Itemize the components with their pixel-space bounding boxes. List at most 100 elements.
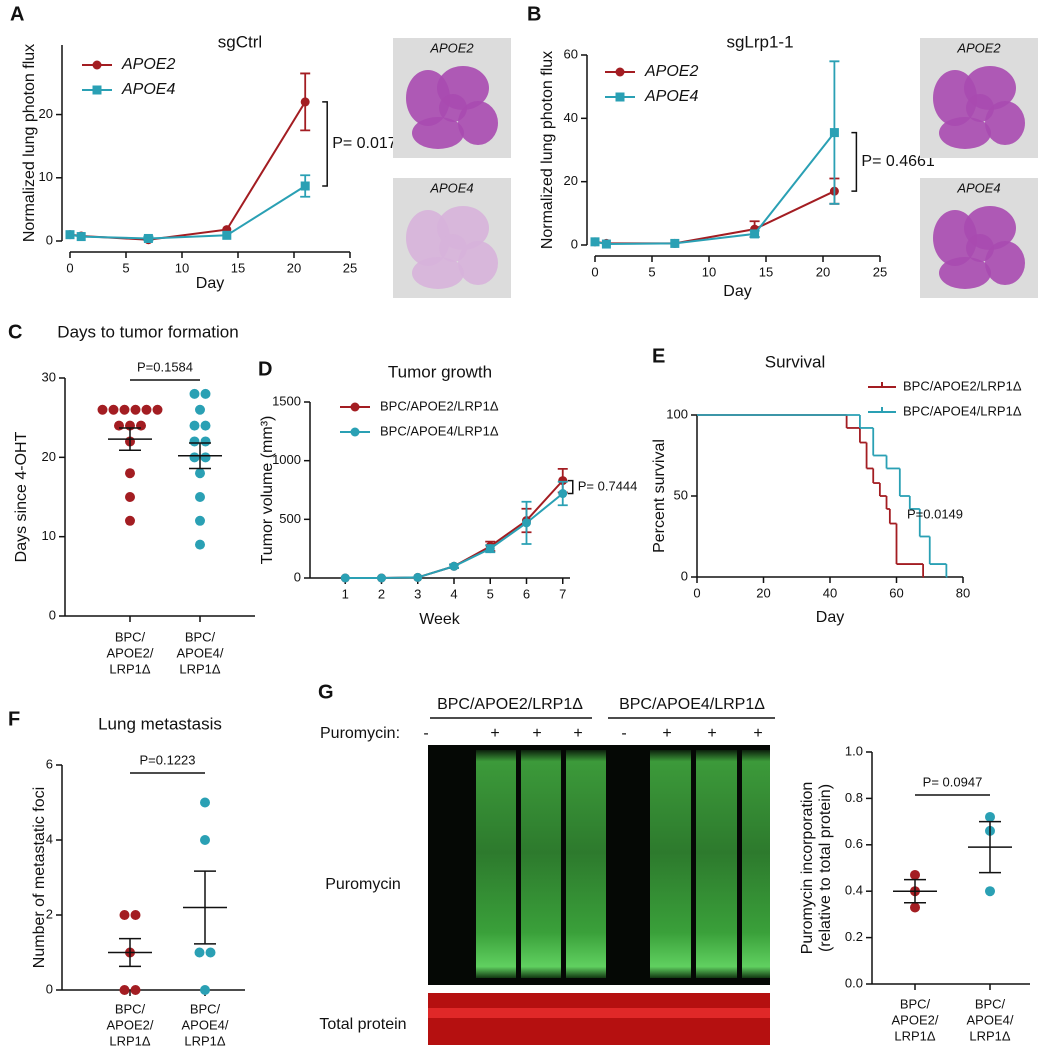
x-tick-label: 5 xyxy=(122,260,129,275)
data-point xyxy=(195,492,205,502)
blot-lane xyxy=(566,750,606,978)
y-tick-label: 0.4 xyxy=(845,883,863,898)
marker xyxy=(143,233,153,243)
y-tick-label: 0 xyxy=(294,569,301,584)
y-axis-label: Normalized lung photon flux xyxy=(539,51,556,249)
data-point xyxy=(985,811,995,822)
data-point xyxy=(200,388,211,399)
chart-title: Tumor growth xyxy=(388,362,492,381)
chart-title: Days to tumor formation xyxy=(57,322,238,341)
blot-lane xyxy=(476,750,516,978)
y-tick-label: 0 xyxy=(46,232,53,247)
p-value: P= 0.0172 xyxy=(332,135,406,152)
data-point xyxy=(194,947,205,958)
p-value: P=0.0149 xyxy=(907,506,963,521)
legend-label: BPC/APOE4/LRP1Δ xyxy=(903,403,1022,418)
marker xyxy=(76,232,86,242)
legend-label: BPC/APOE4/LRP1Δ xyxy=(380,423,499,438)
x-tick-label: BPC/ xyxy=(115,1001,146,1016)
legend-marker xyxy=(350,402,360,412)
x-tick-label: 4 xyxy=(450,586,457,601)
lane-sign: + xyxy=(532,725,541,742)
x-tick-label: APOE4/ xyxy=(182,1017,229,1032)
significance-bracket xyxy=(322,101,328,187)
y-tick-label: 0 xyxy=(571,236,578,251)
p-value: P= 0.0947 xyxy=(923,774,983,789)
tissue xyxy=(412,117,464,149)
y-tick-label: 40 xyxy=(564,110,578,125)
legend-marker xyxy=(92,85,102,95)
marker xyxy=(829,128,839,138)
tissue xyxy=(439,234,467,262)
lane-sign: + xyxy=(490,725,499,742)
sem-bar xyxy=(904,878,926,904)
data-point xyxy=(189,388,200,399)
blot-lane xyxy=(521,750,561,978)
tissue xyxy=(985,101,1025,145)
marker xyxy=(413,572,423,582)
y-tick-label: 4 xyxy=(46,831,53,846)
x-tick-label: 80 xyxy=(956,585,970,600)
blot-total-protein xyxy=(428,993,770,1045)
sem-bar xyxy=(979,820,1001,874)
data-point xyxy=(125,515,135,526)
y-tick-label: 20 xyxy=(42,449,56,464)
y-tick-label: 0.8 xyxy=(845,790,863,805)
y-tick-label: 50 xyxy=(674,487,688,502)
p-value: P=0.1223 xyxy=(139,752,195,767)
chart-title: Survival xyxy=(765,352,825,371)
data-point xyxy=(200,436,211,447)
tissue xyxy=(412,257,464,289)
sem-bar xyxy=(119,937,141,968)
x-tick-label: 20 xyxy=(287,260,301,275)
data-point xyxy=(200,420,211,431)
marker xyxy=(670,238,680,248)
x-tick-label: 0 xyxy=(66,260,73,275)
x-axis-label: Week xyxy=(419,611,461,628)
marker xyxy=(558,489,568,499)
image-label: APOE4 xyxy=(956,180,1000,195)
y-tick-label: 0 xyxy=(46,981,53,996)
data-point xyxy=(195,404,205,415)
data-point xyxy=(195,539,205,550)
p-value: P= 0.7444 xyxy=(578,479,638,494)
marker xyxy=(750,229,760,239)
legend-line xyxy=(868,382,896,388)
data-point xyxy=(189,436,200,447)
image-label: APOE2 xyxy=(429,40,474,55)
legend-label: BPC/APOE2/LRP1Δ xyxy=(903,378,1022,393)
significance-bracket xyxy=(567,479,574,495)
data-point xyxy=(200,985,210,995)
data-point xyxy=(189,420,200,431)
x-tick-label: BPC/ xyxy=(900,996,931,1011)
legend-marker xyxy=(615,92,625,102)
marker xyxy=(590,237,600,247)
marker xyxy=(522,518,531,528)
image-label: APOE2 xyxy=(956,40,1001,55)
y-tick-label: 100 xyxy=(666,406,688,421)
data-point xyxy=(195,515,205,526)
data-point xyxy=(985,886,995,897)
tissue xyxy=(939,257,991,289)
x-tick-label: 40 xyxy=(823,585,837,600)
data-point xyxy=(136,420,146,431)
legend-label: APOE4 xyxy=(644,88,698,105)
data-point xyxy=(130,985,141,995)
treatment-label: Puromycin: xyxy=(320,725,400,742)
marker xyxy=(377,573,386,583)
chart-title: sgLrp1-1 xyxy=(726,32,793,51)
panel-letter: A xyxy=(10,3,24,25)
data-point xyxy=(97,404,108,415)
series-line xyxy=(594,190,835,245)
y-tick-label: 60 xyxy=(564,46,578,61)
x-tick-label: LRP1Δ xyxy=(179,661,221,676)
marker xyxy=(300,181,310,191)
data-point xyxy=(189,452,200,463)
data-point xyxy=(130,404,141,415)
x-tick-label: APOE2/ xyxy=(892,1012,939,1027)
legend-label: BPC/APOE2/LRP1Δ xyxy=(380,398,499,413)
marker xyxy=(449,561,459,571)
x-tick-label: APOE2/ xyxy=(107,645,154,660)
marker xyxy=(485,544,495,554)
x-tick-label: 25 xyxy=(873,264,887,279)
